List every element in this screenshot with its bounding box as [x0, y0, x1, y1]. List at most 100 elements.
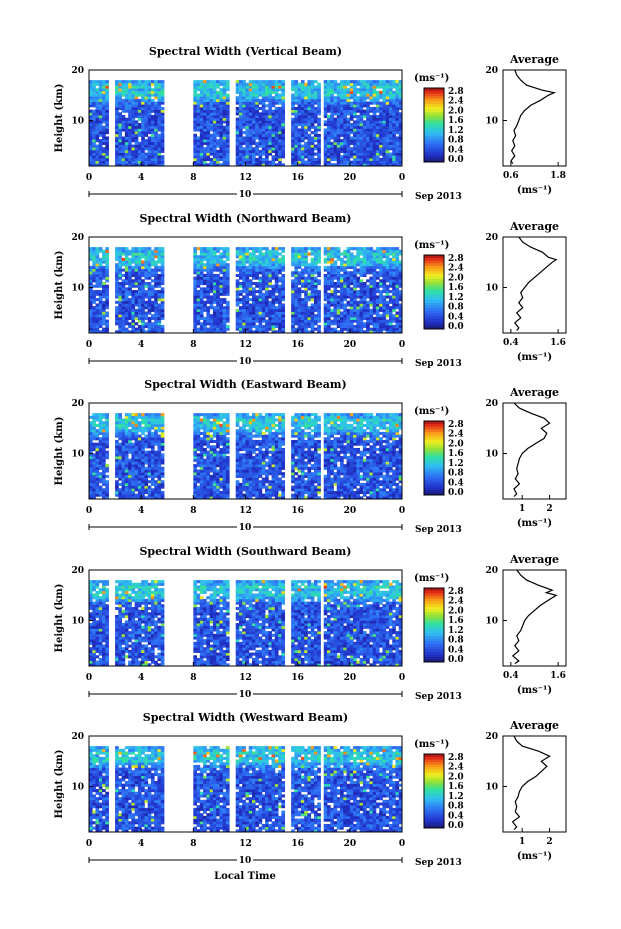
heatmap-cell	[307, 150, 311, 153]
heatmap-cell	[246, 279, 250, 282]
heatmap-cell	[369, 250, 373, 253]
heatmap-cell	[392, 110, 396, 113]
heatmap-cell	[154, 110, 158, 113]
heatmap-cell	[96, 250, 100, 253]
heatmap-cell	[154, 247, 158, 250]
heatmap-cell	[334, 150, 338, 153]
heatmap-cell	[382, 287, 386, 290]
heatmap-cell	[96, 112, 100, 115]
heatmap-cell	[340, 322, 344, 325]
heatmap-cell	[324, 145, 328, 148]
heatmap-cell	[144, 314, 148, 317]
heatmap-cell	[337, 255, 341, 258]
heatmap-cell	[265, 303, 269, 306]
heatmap-cell	[255, 126, 259, 129]
heatmap-cell	[366, 271, 370, 274]
heatmap-cell	[337, 322, 341, 325]
heatmap-cell	[96, 83, 100, 86]
heatmap-cell	[252, 158, 256, 161]
heatmap-cell	[151, 88, 155, 91]
heatmap-cell	[135, 269, 139, 272]
heatmap-cell	[294, 320, 298, 323]
heatmap-cell	[154, 301, 158, 304]
heatmap-cell	[219, 155, 223, 158]
heatmap-cell	[206, 123, 210, 126]
heatmap-cell	[268, 85, 272, 88]
heatmap-cell	[246, 277, 250, 280]
heatmap-cell	[226, 126, 230, 129]
heatmap-cell	[203, 99, 207, 102]
heatmap-cell	[272, 80, 276, 83]
heatmap-cell	[392, 279, 396, 282]
heatmap-cell	[223, 158, 227, 161]
heatmap-cell	[105, 145, 109, 148]
heatmap-cell	[89, 88, 93, 91]
heatmap-cell	[343, 102, 347, 105]
heatmap-cell	[356, 309, 360, 312]
heatmap-cell	[92, 317, 96, 320]
heatmap-cell	[395, 295, 399, 298]
heatmap-cell	[115, 131, 119, 134]
heatmap-cell	[392, 128, 396, 131]
heatmap-cell	[395, 250, 399, 253]
heatmap-cell	[154, 312, 158, 315]
heatmap-cell	[272, 287, 276, 290]
heatmap-cell	[200, 139, 204, 142]
heatmap-cell	[294, 112, 298, 115]
heatmap-cell	[360, 99, 364, 102]
heatmap-cell	[386, 290, 390, 293]
heatmap-cell	[301, 99, 305, 102]
heatmap-cell	[161, 155, 165, 158]
heatmap-cell	[360, 83, 364, 86]
heatmap-cell	[330, 250, 334, 253]
heatmap-cell	[128, 120, 132, 123]
heatmap-cell	[141, 320, 145, 323]
heatmap-cell	[389, 107, 393, 110]
heatmap-cell	[334, 282, 338, 285]
heatmap-cell	[200, 104, 204, 107]
heatmap-cell	[311, 320, 315, 323]
heatmap-cell	[327, 104, 331, 107]
heatmap-cell	[281, 263, 285, 266]
heatmap-cell	[144, 131, 148, 134]
heatmap-cell	[148, 153, 152, 156]
heatmap-cell	[340, 314, 344, 317]
heatmap-cell	[307, 269, 311, 272]
heatmap-cell	[340, 301, 344, 304]
heatmap-cell	[239, 104, 243, 107]
heatmap-cell	[304, 112, 308, 115]
heatmap-cell	[259, 83, 263, 86]
heatmap-cell	[327, 88, 331, 91]
heatmap-cell	[197, 99, 201, 102]
heatmap-cell	[356, 320, 360, 323]
heatmap-cell	[105, 161, 109, 164]
heatmap-cell	[324, 312, 328, 315]
heatmap-cell	[350, 112, 354, 115]
heatmap-cell	[304, 115, 308, 118]
heatmap-cell	[301, 80, 305, 83]
heatmap-cell	[304, 155, 308, 158]
heatmap-cell	[239, 94, 243, 97]
heatmap-cell	[337, 282, 341, 285]
heatmap-cell	[223, 247, 227, 250]
heatmap-cell	[115, 306, 119, 309]
heatmap-cell	[340, 263, 344, 266]
heatmap-cell	[122, 322, 126, 325]
heatmap-cell	[281, 155, 285, 158]
heatmap-cell	[89, 488, 93, 491]
heatmap-cell	[128, 136, 132, 139]
heatmap-cell	[298, 295, 302, 298]
heatmap-cell	[268, 139, 272, 142]
heatmap-cell	[213, 128, 217, 131]
heatmap-cell	[125, 322, 129, 325]
heatmap-cell	[350, 290, 354, 293]
heatmap-cell	[193, 126, 197, 129]
heatmap-cell	[327, 322, 331, 325]
heatmap-cell	[197, 147, 201, 150]
heatmap-cell	[337, 266, 341, 269]
heatmap-cell	[353, 314, 357, 317]
heatmap-cell	[373, 115, 377, 118]
heatmap-cell	[272, 120, 276, 123]
heatmap-cell	[327, 139, 331, 142]
heatmap-cell	[219, 298, 223, 301]
